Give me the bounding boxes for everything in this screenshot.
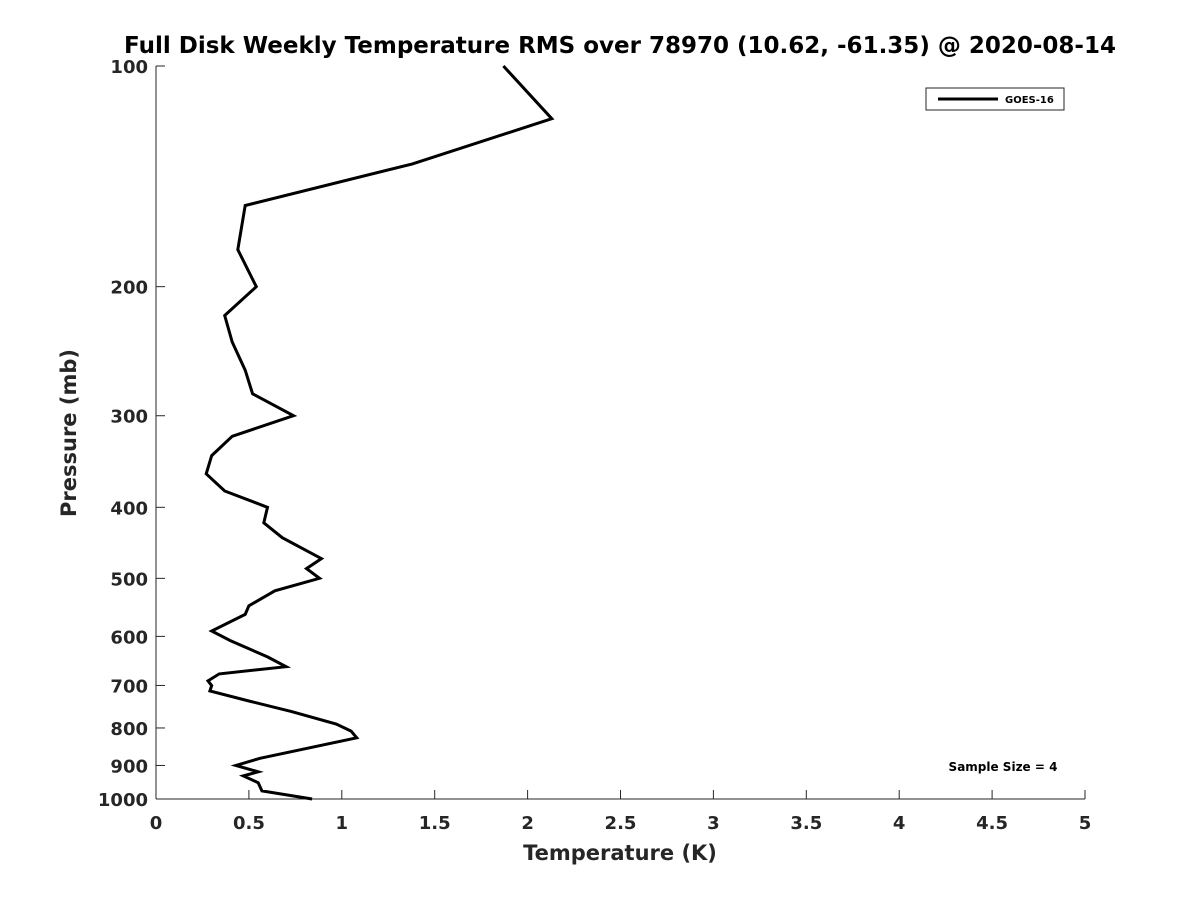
series-line-goes-16	[204, 64, 555, 801]
x-tick-label: 4.5	[976, 813, 1008, 834]
x-tick-label: 1.5	[419, 813, 451, 834]
x-tick-label: 2	[521, 813, 534, 834]
y-tick-label: 100	[110, 57, 148, 78]
x-tick-label: 3.5	[790, 813, 822, 834]
legend-entry-label: GOES-16	[1005, 95, 1054, 106]
x-tick-label: 2.5	[605, 813, 637, 834]
x-tick-label: 0.5	[233, 813, 265, 834]
y-tick-label: 500	[110, 569, 148, 590]
series-layer	[204, 64, 555, 801]
sample-size-annotation: Sample Size = 4	[949, 760, 1058, 774]
legend: GOES-16	[925, 87, 1065, 111]
y-tick-label: 900	[110, 756, 148, 777]
y-tick-label: 200	[110, 278, 148, 299]
x-tick-label: 5	[1079, 813, 1092, 834]
chart-title: Full Disk Weekly Temperature RMS over 78…	[124, 33, 1116, 59]
x-tick-label: 1	[336, 813, 349, 834]
y-tick-label: 400	[110, 498, 148, 519]
y-tick-label: 1000	[98, 790, 148, 811]
axes: 0 0.5 1 1.5 2 2.5 3 3.5 4 4.5 5 100 200 300 400 500 600 7…	[98, 57, 1091, 834]
y-axis-label: Pressure (mb)	[57, 349, 81, 517]
y-tick-label: 800	[110, 719, 148, 740]
x-axis-label: Temperature (K)	[523, 841, 717, 865]
y-tick-label: 300	[110, 407, 148, 428]
y-tick-label: 600	[110, 627, 148, 648]
x-tick-label: 0	[150, 813, 163, 834]
x-tick-label: 4	[893, 813, 906, 834]
y-tick-label: 700	[110, 676, 148, 697]
x-tick-label: 3	[707, 813, 720, 834]
